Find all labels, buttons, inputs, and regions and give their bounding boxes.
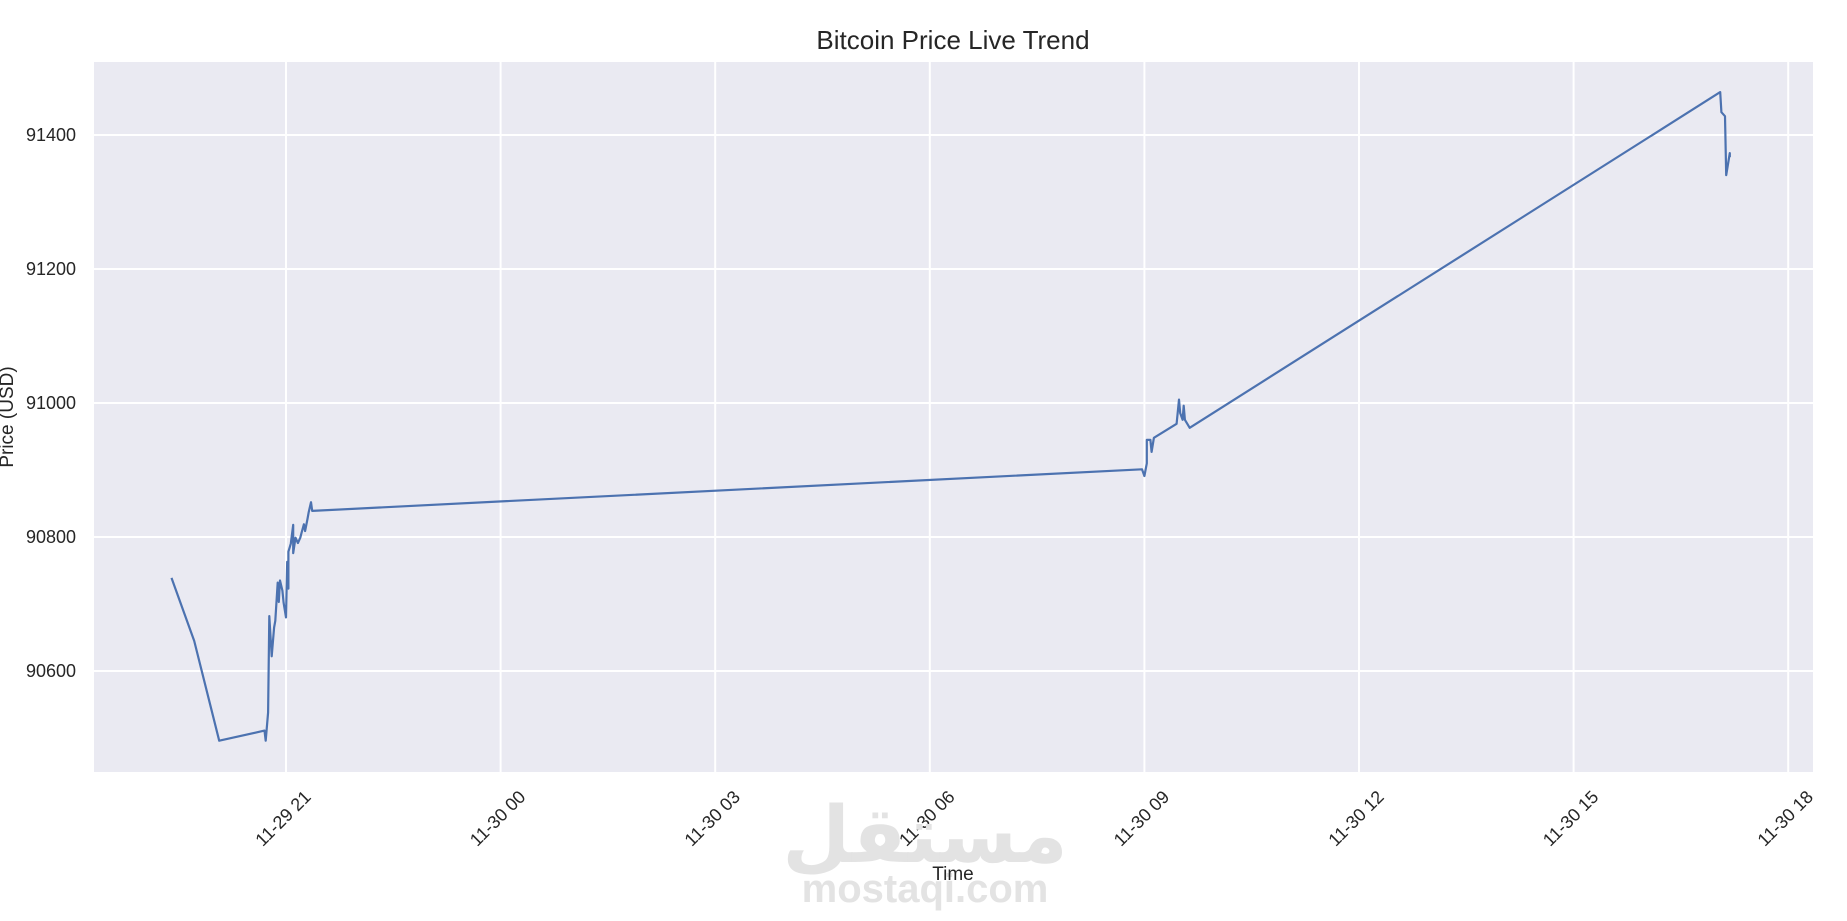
watermark: مستقل mostaqi.com (782, 791, 1067, 911)
y-tick-label: 90600 (26, 661, 76, 681)
y-axis-ticks: 90600 90800 91000 91200 91400 (26, 125, 76, 681)
x-tick-label: 11-29 21 (251, 787, 314, 850)
watermark-arabic: مستقل (782, 791, 1067, 879)
x-tick-label: 11-30 03 (681, 787, 744, 850)
x-axis-label: Time (932, 864, 974, 885)
y-tick-label: 90800 (26, 527, 76, 547)
x-tick-label: 11-30 12 (1324, 787, 1387, 850)
gridlines (94, 62, 1813, 772)
watermark-latin: mostaqi.com (802, 867, 1049, 911)
y-tick-label: 91400 (26, 125, 76, 145)
x-tick-label: 11-30 15 (1539, 787, 1602, 850)
y-tick-label: 91000 (26, 393, 76, 413)
y-tick-label: 91200 (26, 259, 76, 279)
plot-area (94, 62, 1813, 772)
y-axis-label: Price (USD) (0, 366, 18, 467)
x-tick-label: 11-30 18 (1754, 787, 1817, 850)
x-tick-label: 11-30 09 (1110, 787, 1173, 850)
x-tick-label: 11-30 00 (466, 787, 529, 850)
chart-title: Bitcoin Price Live Trend (816, 25, 1089, 55)
price-line (170, 90, 1731, 742)
